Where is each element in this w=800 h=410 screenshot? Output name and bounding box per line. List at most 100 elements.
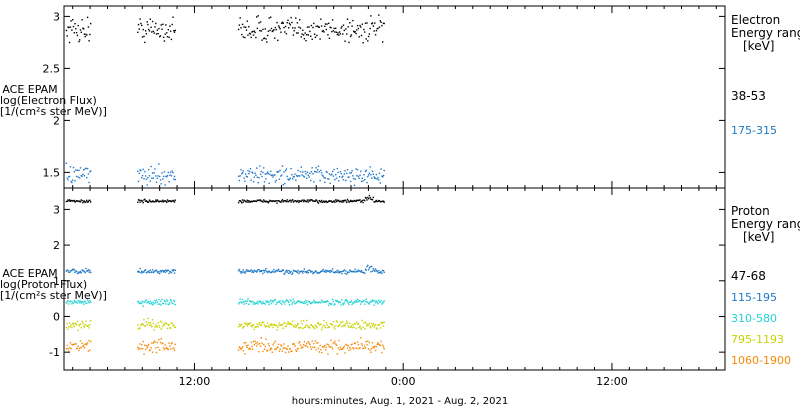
data-point <box>78 169 80 172</box>
data-point <box>159 300 162 302</box>
data-point <box>152 301 155 304</box>
data-point <box>373 304 375 306</box>
data-point <box>264 201 266 203</box>
data-point <box>169 327 172 329</box>
data-point <box>331 324 333 326</box>
data-point <box>345 343 347 346</box>
data-point <box>367 324 370 326</box>
data-point <box>157 175 159 177</box>
data-point <box>363 272 365 274</box>
data-point <box>379 20 381 22</box>
data-point <box>259 199 262 201</box>
data-point <box>77 272 79 274</box>
data-point <box>309 172 311 175</box>
data-point <box>346 18 349 20</box>
data-point <box>169 345 171 347</box>
data-point <box>320 172 323 174</box>
data-point <box>294 302 296 305</box>
data-point <box>281 270 283 272</box>
data-point <box>280 302 282 304</box>
data-point <box>338 339 340 342</box>
data-point <box>372 300 374 302</box>
data-point <box>335 200 338 203</box>
data-point <box>347 176 349 178</box>
data-point <box>259 173 262 175</box>
data-point <box>370 174 372 176</box>
data-point <box>360 34 363 37</box>
data-point <box>329 26 331 28</box>
data-point <box>246 300 248 302</box>
data-point <box>257 199 259 201</box>
y-tick-label: 3 <box>53 10 60 23</box>
data-point <box>256 16 258 18</box>
data-point <box>311 325 313 327</box>
data-point <box>288 304 291 306</box>
data-point <box>140 272 142 274</box>
data-point <box>329 346 331 348</box>
data-point <box>77 299 79 302</box>
data-point <box>383 201 385 203</box>
data-point <box>82 270 84 272</box>
data-point <box>173 31 176 33</box>
data-point <box>358 326 360 329</box>
data-point <box>360 343 363 345</box>
data-point <box>253 328 255 330</box>
data-point <box>363 322 365 324</box>
data-point <box>325 200 327 202</box>
data-point <box>141 323 144 325</box>
data-point <box>354 342 356 344</box>
data-point <box>142 305 144 307</box>
data-point <box>261 322 263 324</box>
data-point <box>312 301 314 304</box>
data-point <box>362 42 364 44</box>
data-point <box>72 25 75 28</box>
data-point <box>163 348 166 351</box>
data-point <box>341 348 343 350</box>
data-point <box>303 38 306 40</box>
data-point <box>364 321 367 323</box>
data-point <box>354 31 356 33</box>
data-point <box>348 201 350 203</box>
data-point <box>293 30 295 32</box>
data-point <box>76 34 79 37</box>
data-point <box>173 272 176 274</box>
data-point <box>324 25 326 27</box>
data-point <box>237 349 240 351</box>
data-point <box>173 200 175 202</box>
data-point <box>295 174 298 177</box>
data-point <box>79 167 82 169</box>
data-point <box>376 28 378 30</box>
data-point <box>360 303 362 305</box>
data-point <box>172 171 174 174</box>
data-point <box>285 269 288 272</box>
data-point <box>148 28 150 31</box>
data-point <box>305 173 307 175</box>
data-point <box>266 301 268 303</box>
data-point <box>245 271 247 273</box>
data-point <box>273 200 275 202</box>
data-point <box>168 36 170 38</box>
data-point <box>84 35 86 38</box>
data-point <box>334 271 336 274</box>
data-point <box>349 346 351 349</box>
data-point <box>241 323 243 326</box>
data-point <box>162 36 165 39</box>
data-point <box>249 348 252 350</box>
data-point <box>245 345 248 347</box>
data-point <box>281 269 284 271</box>
data-point <box>252 271 255 274</box>
data-point <box>348 326 350 328</box>
data-point <box>353 30 355 32</box>
y-tick-label: 3 <box>53 203 60 216</box>
data-point <box>353 31 356 33</box>
ylabel-line-2: log(Electron Flux) <box>0 94 97 107</box>
data-point <box>68 350 70 352</box>
data-point <box>304 32 306 34</box>
data-point <box>314 200 317 202</box>
data-point <box>253 269 255 272</box>
data-point <box>144 301 146 303</box>
data-point <box>315 325 317 327</box>
data-point <box>75 301 78 304</box>
data-point <box>382 269 384 272</box>
data-point <box>158 163 160 165</box>
